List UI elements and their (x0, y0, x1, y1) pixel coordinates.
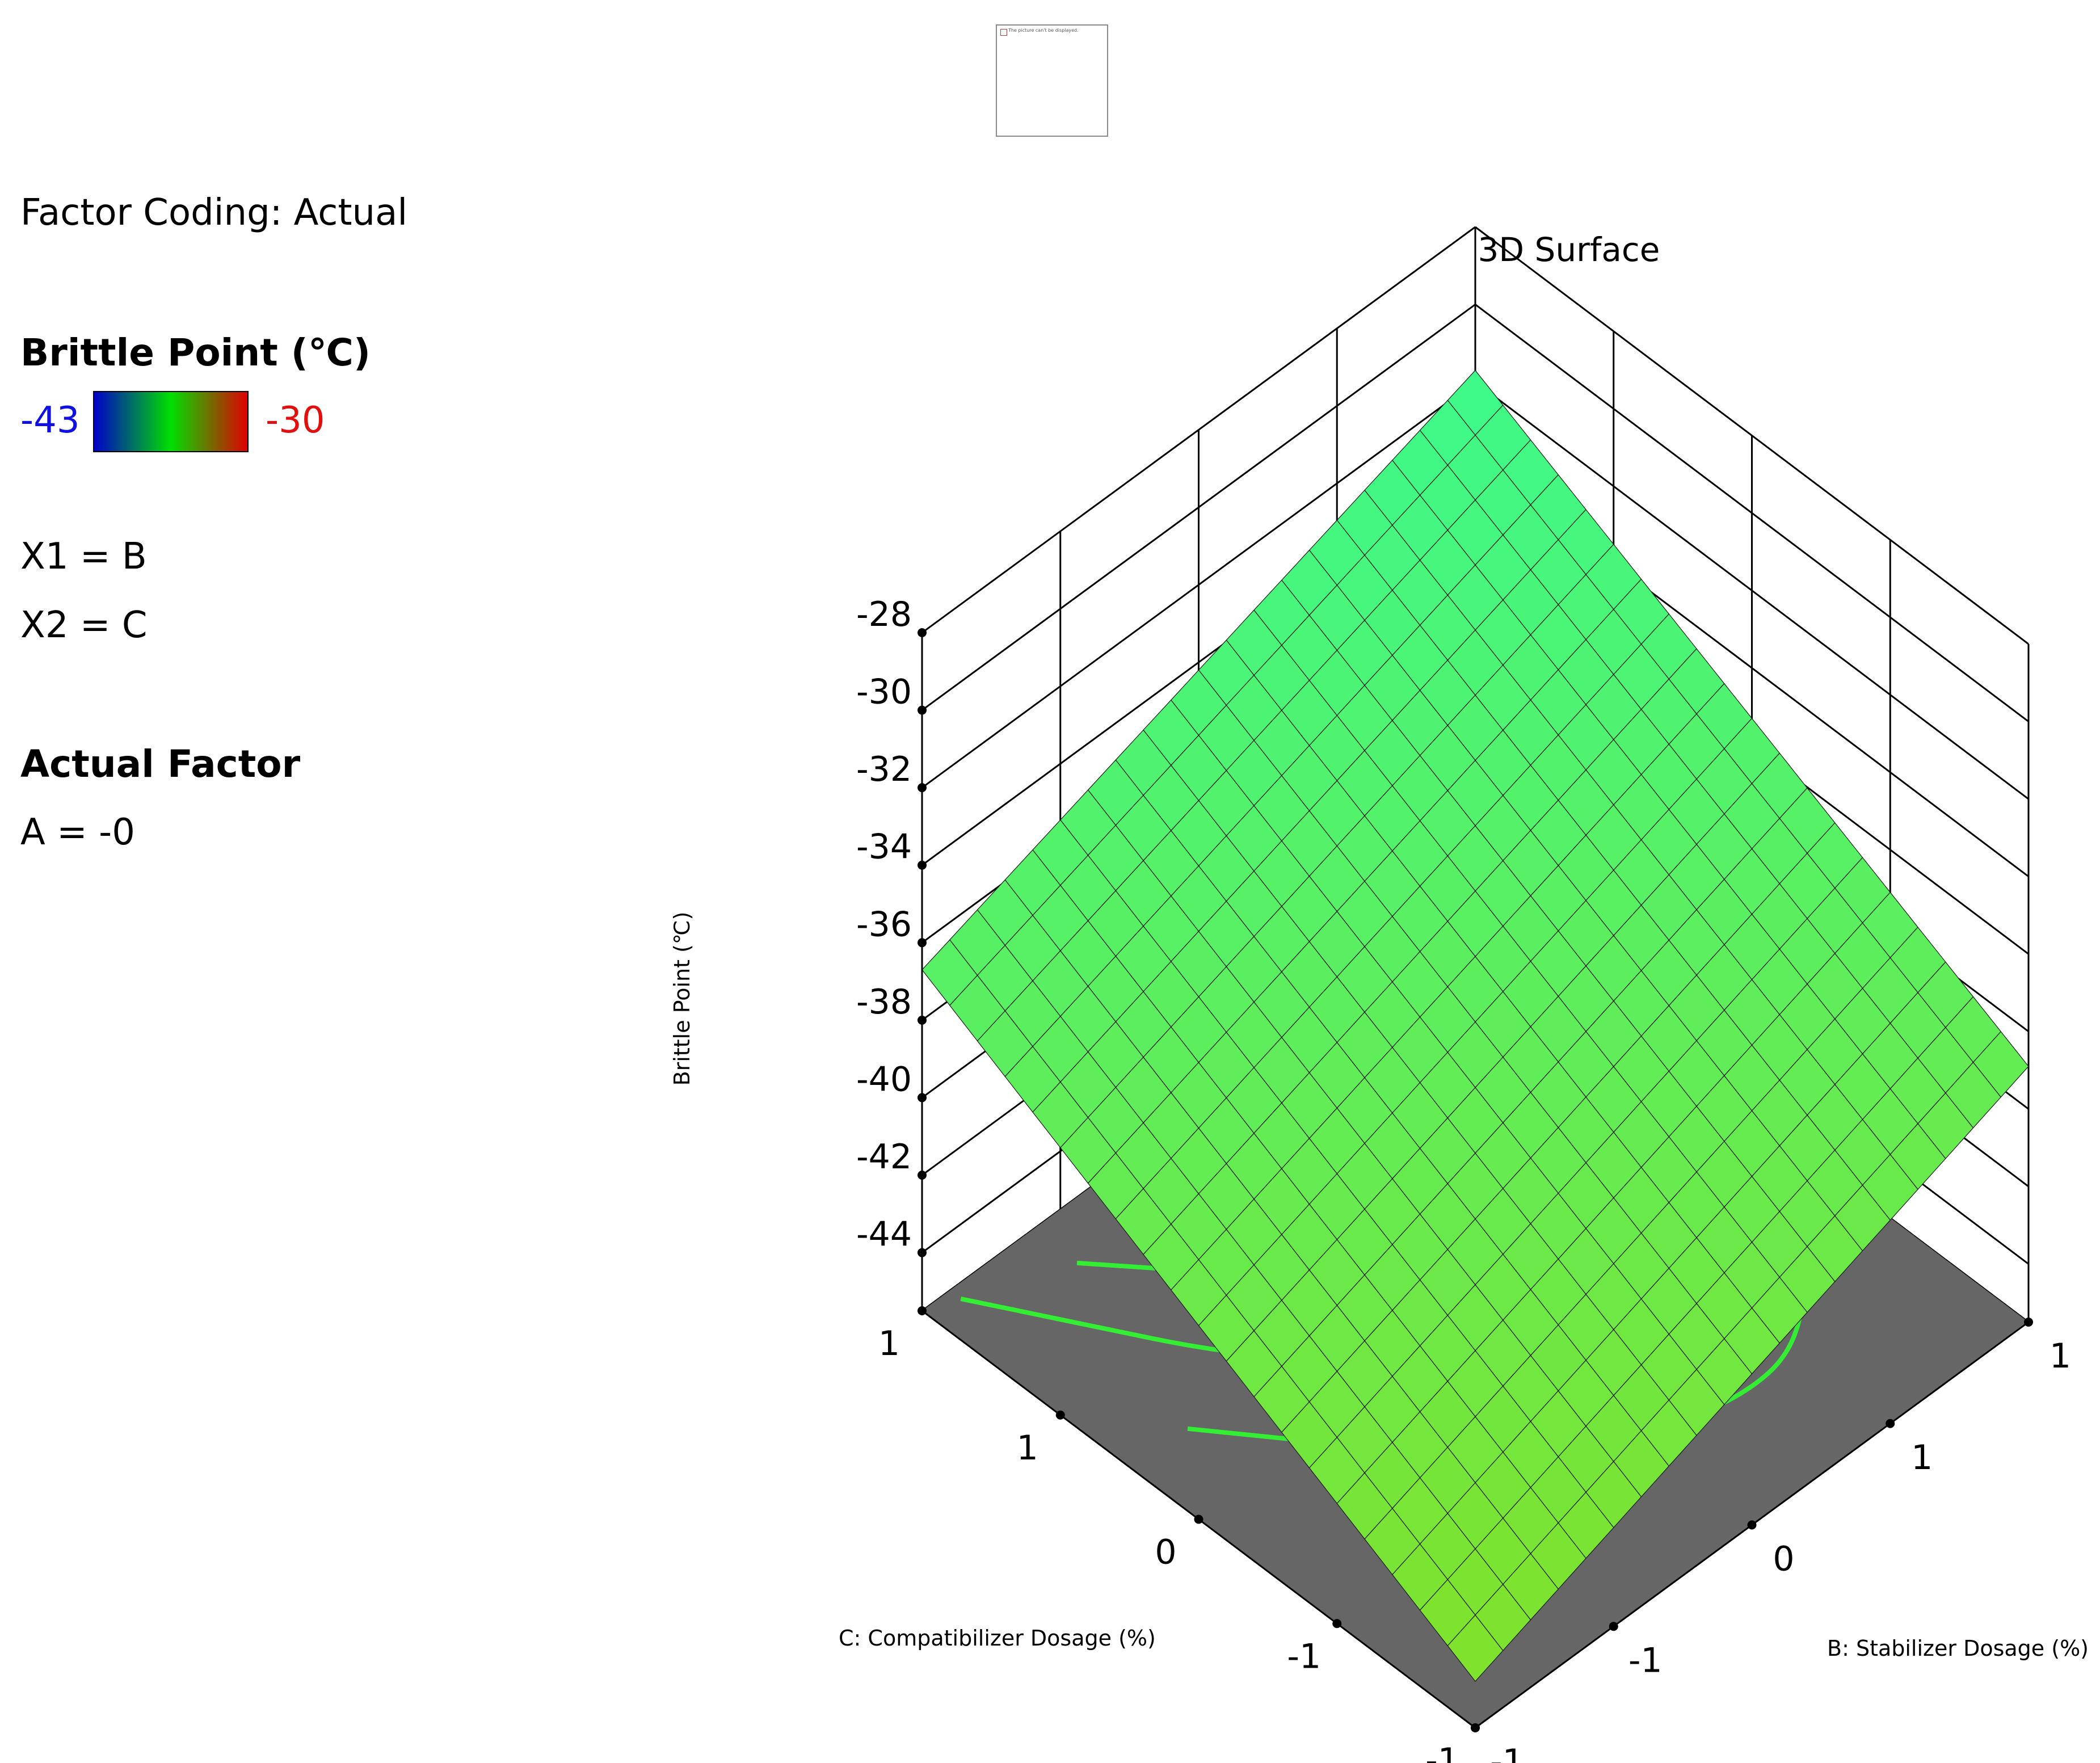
c-tick-label: 1 (1017, 1428, 1038, 1468)
colorbar-max-label: -30 (266, 399, 325, 441)
b-tick-dot (1886, 1419, 1895, 1428)
x-tick-labels: -1 -1 0 1 1 (1490, 1336, 2071, 1763)
b-tick-dot (2024, 1318, 2033, 1327)
surface-cell (1447, 1614, 1504, 1682)
z-tick-dot (918, 938, 927, 948)
z-tick-labels: -28 -30 -32 -34 -36 -38 -40 -42 -44 (856, 595, 912, 1255)
y-tick-labels: -1 -1 0 1 1 (878, 1324, 1459, 1763)
b-tick-label: 1 (1911, 1438, 1933, 1478)
b-tick-dot (1609, 1622, 1618, 1631)
c-tick-label: 1 (878, 1324, 900, 1364)
z-tick-dot (918, 860, 927, 870)
b-tick-label: -1 (1628, 1640, 1663, 1680)
b-tick-label: 0 (1773, 1539, 1794, 1579)
wall-gridline (921, 304, 1476, 711)
c-tick-label: 0 (1155, 1533, 1176, 1572)
colorbar-min-label: -43 (20, 399, 80, 441)
actual-factor-title: Actual Factor (20, 742, 301, 786)
placeholder-text: The picture can't be displayed. (1008, 28, 1079, 33)
wall-gridline (921, 381, 1476, 789)
z-axis-label: Brittle Point (℃) (670, 912, 695, 1086)
x2-mapping: X2 = C (20, 604, 148, 646)
b-tick-label: 1 (2050, 1336, 2071, 1376)
wall-gridline (1475, 226, 2029, 645)
z-tick-dot (918, 628, 927, 637)
z-tick-label: -30 (856, 672, 912, 712)
y-axis-label: C: Compatibilizer Dosage (%) (839, 1626, 1156, 1651)
b-tick-dot (1747, 1520, 1757, 1530)
z-tick-dot (918, 1248, 927, 1257)
z-tick-dot (918, 1171, 927, 1180)
z-tick-dot (918, 1015, 927, 1025)
box-axes (918, 628, 2033, 1732)
z-tick-label: -38 (856, 982, 912, 1022)
response-title: Brittle Point (℃) (20, 331, 371, 375)
c-tick-dot (1194, 1514, 1203, 1524)
z-tick-label: -44 (856, 1215, 912, 1255)
c-tick-label: -1 (1425, 1741, 1459, 1763)
z-tick-label: -34 (856, 827, 912, 867)
colorbar (93, 391, 249, 452)
z-tick-label: -36 (856, 904, 912, 944)
x1-mapping: X1 = B (20, 536, 147, 578)
c-tick-dot (1055, 1410, 1065, 1420)
z-tick-label: -42 (856, 1137, 912, 1177)
c-tick-label: -1 (1287, 1636, 1321, 1676)
wall-gridline (921, 226, 1476, 634)
b-tick-dot (1471, 1723, 1480, 1732)
wall-gridline (1475, 304, 2029, 722)
c-tick-dot (1332, 1619, 1342, 1629)
z-tick-label: -28 (856, 595, 912, 634)
z-tick-dot (918, 783, 927, 793)
chart-title: 3D Surface (1478, 230, 1660, 269)
z-tick-dot (918, 1093, 927, 1103)
z-tick-dot (918, 705, 927, 715)
c-tick-dot (918, 1306, 927, 1315)
x-axis-label: B: Stabilizer Dosage (%) (1827, 1636, 2089, 1661)
actual-factor-value: A = -0 (20, 811, 135, 853)
response-surface (921, 369, 2029, 1682)
broken-image-icon (1000, 29, 1007, 36)
factor-coding-label: Factor Coding: Actual (20, 192, 408, 234)
image-placeholder: The picture can't be displayed. (996, 24, 1108, 137)
z-tick-label: -32 (856, 750, 912, 789)
b-tick-label: -1 (1490, 1742, 1524, 1763)
wall-gridline (1475, 381, 2029, 800)
z-tick-label: -40 (856, 1059, 912, 1099)
